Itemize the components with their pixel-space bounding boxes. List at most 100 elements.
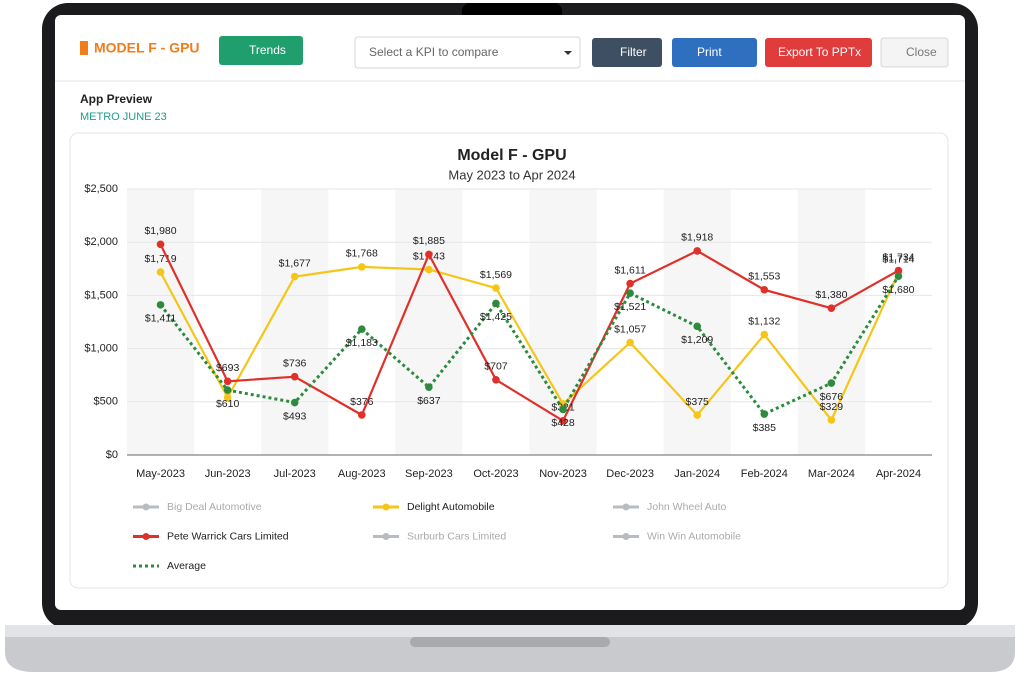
data-point [290,398,299,407]
data-label: $1,885 [413,235,445,247]
preview-title: App Preview [80,92,153,106]
data-label: $1,057 [614,323,646,335]
series-line [159,265,900,423]
data-label: $1,980 [144,225,176,237]
data-point [156,268,165,276]
column-shade [529,189,597,455]
data-label: $736 [283,357,307,369]
legend-label: Win Win Automobile [647,530,741,542]
x-tick-label: Feb-2024 [741,468,788,480]
export-label: Export To PPTx [778,45,861,59]
y-tick-label: $1,000 [84,343,118,355]
data-point [290,372,299,381]
trends-button[interactable] [219,36,303,65]
x-tick-label: Jun-2023 [205,468,251,480]
export-button[interactable] [765,38,872,67]
filter-label: Filter [620,45,647,59]
data-label: $693 [216,362,240,374]
legend-dot [382,503,390,511]
x-tick-label: Aug-2023 [338,468,386,480]
data-point [827,379,836,387]
data-point [760,285,769,294]
data-point [827,304,836,312]
data-point [760,330,769,339]
data-label: $428 [551,417,575,429]
legend-label: Average [167,560,206,572]
data-label: $637 [417,395,441,407]
legend-dot [142,533,150,540]
data-point [693,247,702,255]
x-tick-label: Jan-2024 [674,468,720,480]
legend-label: Surburb Cars Limited [407,530,506,542]
series-line [159,243,900,423]
data-label: $1,680 [882,284,914,296]
chart-title: Model F - GPU [457,147,566,164]
data-point [425,265,433,274]
data-label: $1,918 [681,232,713,244]
column-shade [127,189,195,455]
y-tick-label: $500 [94,396,118,408]
data-label: $329 [820,401,844,413]
data-label: $376 [350,396,374,408]
legend-label: Big Deal Automotive [167,501,262,513]
x-tick-label: May-2023 [136,468,185,480]
data-label: $1,611 [614,264,645,276]
y-tick-label: $2,500 [84,183,118,195]
x-tick-label: Mar-2024 [808,468,855,480]
x-tick-label: Dec-2023 [606,468,654,480]
preview-subtitle: METRO JUNE 23 [80,111,167,123]
bookmark-icon [80,41,88,55]
column-shade [395,189,463,455]
data-label: $1,411 [145,313,176,325]
legend-label: Pete Warrick Cars Limited [167,530,289,542]
data-label: $1,183 [346,337,378,349]
column-shade [663,189,731,455]
data-point [156,240,165,249]
data-label: $1,425 [480,311,512,323]
data-label: $385 [753,422,777,434]
data-label: $1,132 [748,315,780,327]
x-tick-label: Sep-2023 [405,468,453,480]
column-shade [797,189,865,455]
trends-label: Trends [249,43,286,57]
data-point [425,250,433,259]
data-point [894,272,903,281]
data-label: $610 [216,398,240,410]
data-label: $375 [686,396,710,408]
legend-dot [142,503,150,511]
data-point [626,338,634,347]
data-point [760,410,769,418]
data-label: $1,569 [480,269,512,281]
data-label: $493 [283,410,307,422]
x-tick-label: Jul-2023 [274,468,316,480]
data-label: $1,768 [346,248,378,260]
laptop-base [5,630,1015,672]
y-tick-label: $2,000 [84,236,118,248]
data-point [827,416,836,424]
legend-dot [622,503,630,511]
filter-button[interactable] [592,38,662,67]
data-point [492,299,500,308]
laptop-hinge [5,625,1015,637]
data-point [626,279,634,288]
data-point [559,405,567,414]
data-point [357,325,366,333]
data-label: $1,553 [748,271,780,283]
print-button[interactable] [672,38,757,67]
chart-subtitle: May 2023 to Apr 2024 [448,167,575,182]
data-point [223,386,232,394]
legend-dot [382,533,390,540]
legend-dot [622,533,630,540]
x-tick-label: Apr-2024 [876,468,921,480]
data-label: $707 [484,361,508,373]
close-label: Close [906,45,937,59]
trackpad-notch [410,637,610,647]
data-point [156,301,165,309]
kpi-select[interactable] [354,36,581,69]
data-label: $1,677 [279,257,311,269]
close-button[interactable] [880,37,949,68]
data-point [425,383,433,392]
data-point [559,417,567,425]
y-tick-label: $1,500 [84,289,118,301]
data-point [223,393,232,402]
